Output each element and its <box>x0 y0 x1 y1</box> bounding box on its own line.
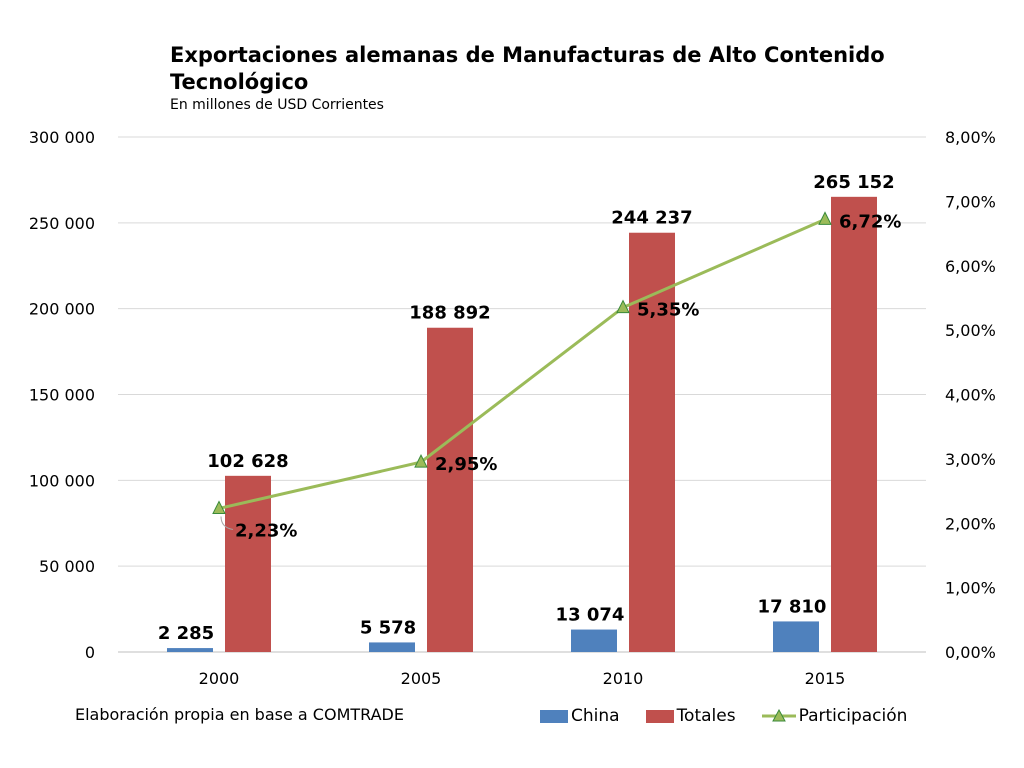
data-label-totales: 188 892 <box>409 303 490 324</box>
bar-totales <box>427 327 473 652</box>
data-label-china: 17 810 <box>758 596 827 617</box>
legend-item-china: China <box>540 706 620 726</box>
source-note: Elaboración propia en base a COMTRADE <box>75 705 404 724</box>
y-right-tick-label: 0,00% <box>945 643 996 662</box>
x-tick-label: 2000 <box>199 669 240 688</box>
y-left-tick-label: 250 000 <box>29 214 95 233</box>
chart-subtitle: En millones de USD Corrientes <box>170 97 384 113</box>
x-tick-label: 2010 <box>603 669 644 688</box>
legend-item-participacion: Participación <box>761 706 908 726</box>
marker-participacion <box>616 299 630 314</box>
data-label-china: 5 578 <box>360 617 416 638</box>
legend-item-totales: Totales <box>645 706 736 726</box>
data-label-china: 13 074 <box>556 605 625 626</box>
data-label-participacion: 6,72% <box>839 211 901 232</box>
line-participacion <box>218 218 826 510</box>
y-right-tick-label: 6,00% <box>945 257 996 276</box>
y-left-tick-label: 150 000 <box>29 386 95 405</box>
data-label-participacion: 2,95% <box>435 454 497 475</box>
legend-label-totales: Totales <box>676 706 736 726</box>
legend-swatch-totales <box>645 709 674 723</box>
x-tick-label: 2015 <box>805 669 846 688</box>
y-left-tick-label: 100 000 <box>29 471 95 490</box>
data-label-china: 2 285 <box>158 623 214 644</box>
y-left-tick-label: 300 000 <box>29 128 95 147</box>
legend-label-participacion: Participación <box>798 706 908 726</box>
data-label-totales: 102 628 <box>207 451 288 472</box>
data-label-participacion: 2,23% <box>235 520 297 541</box>
y-right-tick-label: 1,00% <box>945 579 996 598</box>
data-label-totales: 244 237 <box>611 208 692 229</box>
marker-participacion <box>414 453 428 468</box>
y-right-tick-label: 2,00% <box>945 514 996 533</box>
label-leader-line <box>220 516 234 530</box>
legend-label-china: China <box>571 706 620 726</box>
marker-participacion <box>212 500 226 514</box>
data-label-totales: 265 152 <box>813 172 894 193</box>
bar-china <box>773 621 819 652</box>
y-left-tick-label: 50 000 <box>39 557 95 576</box>
bar-china <box>369 642 415 652</box>
y-right-tick-label: 3,00% <box>945 450 996 469</box>
chart-title: Exportaciones alemanas de Manufacturas d… <box>170 43 885 94</box>
y-right-tick-label: 5,00% <box>945 321 996 340</box>
legend: China Totales Participación <box>540 706 907 726</box>
x-tick-label: 2005 <box>401 669 442 688</box>
legend-marker <box>771 709 786 722</box>
y-left-tick-label: 0 <box>85 643 95 662</box>
y-right-tick-label: 8,00% <box>945 128 996 147</box>
bar-china <box>167 648 213 652</box>
legend-swatch-participacion <box>761 709 796 722</box>
data-label-participacion: 5,35% <box>637 300 699 321</box>
marker-participacion <box>818 211 832 225</box>
chart-plot: 0 50 000 100 000 150 000 200 000 250 000 300 0… <box>29 128 996 688</box>
y-right-tick-label: 7,00% <box>945 192 996 211</box>
legend-swatch-china <box>540 709 568 723</box>
bar-totales <box>831 196 877 653</box>
bar-china <box>571 629 617 652</box>
y-left-tick-label: 200 000 <box>29 300 95 319</box>
y-right-tick-label: 4,00% <box>945 386 996 405</box>
